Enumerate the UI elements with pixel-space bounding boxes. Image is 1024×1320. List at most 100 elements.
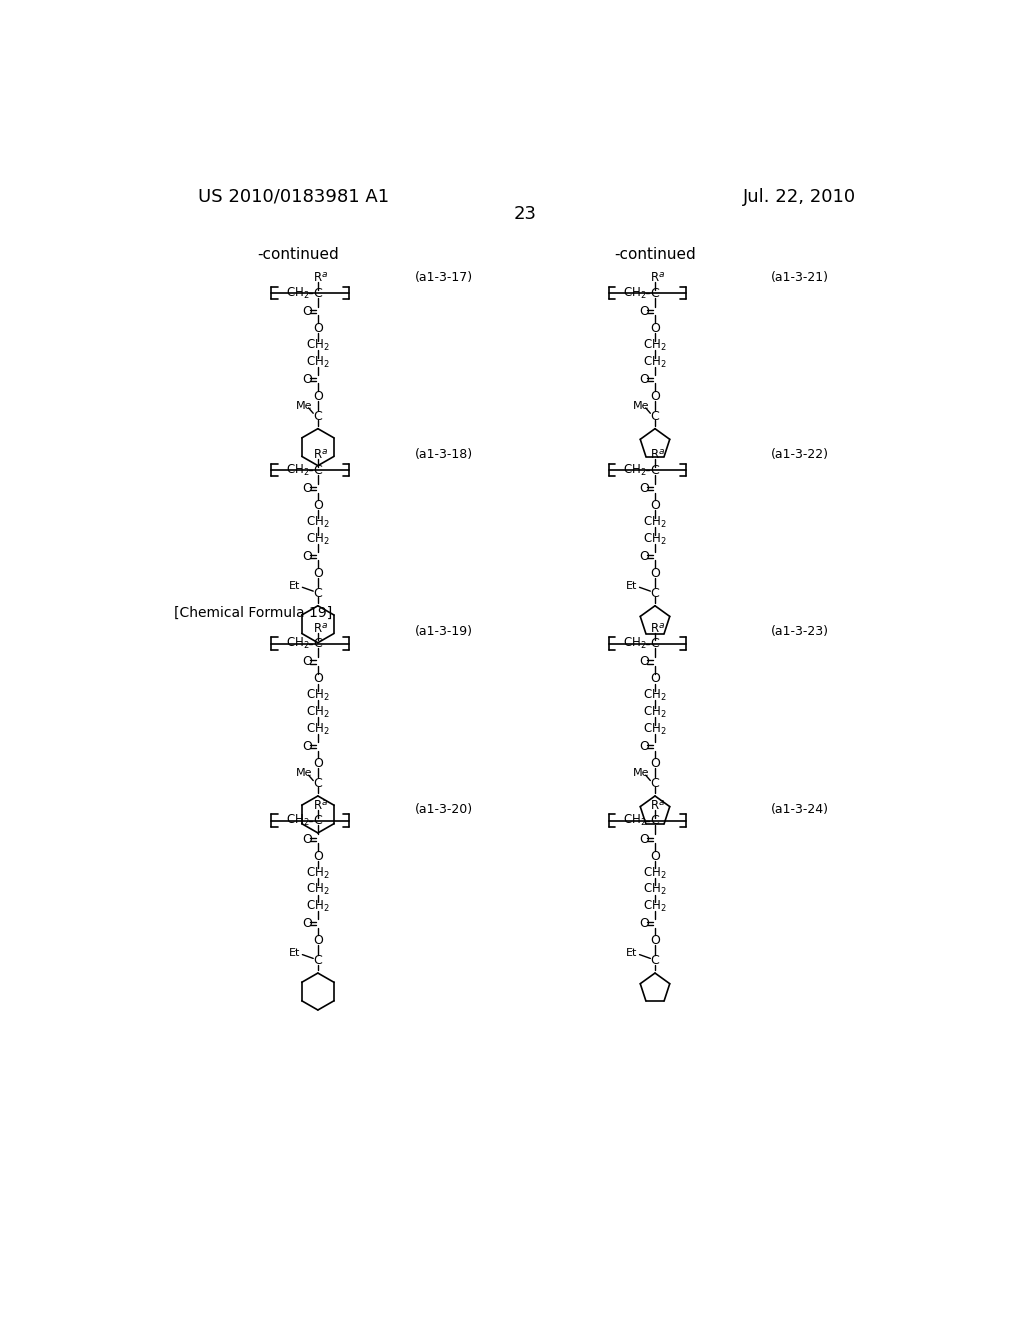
Text: CH$_2$: CH$_2$ — [306, 866, 330, 880]
Text: -continued: -continued — [258, 247, 339, 263]
Text: O: O — [302, 305, 312, 318]
Text: a: a — [322, 271, 327, 279]
Text: C: C — [313, 409, 323, 422]
Text: R: R — [313, 622, 322, 635]
Text: CH$_2$: CH$_2$ — [643, 338, 667, 352]
Text: O: O — [650, 499, 659, 512]
Text: O: O — [639, 482, 649, 495]
Text: CH$_2$: CH$_2$ — [286, 636, 309, 651]
Text: CH$_2$: CH$_2$ — [306, 515, 330, 531]
Text: CH$_2$: CH$_2$ — [286, 813, 309, 828]
Text: CH$_2$: CH$_2$ — [643, 705, 667, 721]
Text: [Chemical Formula 19]: [Chemical Formula 19] — [174, 606, 333, 619]
Text: O: O — [650, 672, 659, 685]
Text: O: O — [313, 935, 323, 948]
Text: CH$_2$: CH$_2$ — [643, 882, 667, 898]
Text: O: O — [639, 550, 649, 564]
Text: (a1-3-18): (a1-3-18) — [415, 449, 473, 462]
Text: O: O — [302, 741, 312, 754]
Text: O: O — [302, 372, 312, 385]
Text: Et: Et — [289, 948, 300, 958]
Text: CH$_2$: CH$_2$ — [643, 515, 667, 531]
Text: O: O — [302, 656, 312, 668]
Text: O: O — [313, 499, 323, 512]
Text: CH$_2$: CH$_2$ — [306, 882, 330, 898]
Text: CH$_2$: CH$_2$ — [286, 463, 309, 478]
Text: (a1-3-17): (a1-3-17) — [415, 271, 473, 284]
Text: O: O — [639, 656, 649, 668]
Text: CH$_2$: CH$_2$ — [643, 722, 667, 738]
Text: a: a — [322, 797, 327, 807]
Text: CH$_2$: CH$_2$ — [623, 463, 646, 478]
Text: (a1-3-21): (a1-3-21) — [771, 271, 829, 284]
Text: CH$_2$: CH$_2$ — [643, 866, 667, 880]
Text: CH$_2$: CH$_2$ — [643, 355, 667, 370]
Text: O: O — [639, 372, 649, 385]
Text: CH$_2$: CH$_2$ — [306, 355, 330, 370]
Text: a: a — [322, 447, 327, 457]
Text: C: C — [650, 954, 659, 968]
Text: (a1-3-22): (a1-3-22) — [771, 449, 829, 462]
Text: O: O — [650, 850, 659, 862]
Text: Et: Et — [626, 581, 637, 591]
Text: C: C — [313, 286, 323, 300]
Text: O: O — [650, 389, 659, 403]
Text: CH$_2$: CH$_2$ — [643, 532, 667, 546]
Text: O: O — [302, 833, 312, 846]
Text: Et: Et — [289, 581, 300, 591]
Text: C: C — [313, 587, 323, 601]
Text: O: O — [302, 917, 312, 931]
Text: R: R — [313, 271, 322, 284]
Text: C: C — [650, 286, 659, 300]
Text: O: O — [313, 322, 323, 335]
Text: R: R — [651, 622, 659, 635]
Text: Jul. 22, 2010: Jul. 22, 2010 — [743, 187, 856, 206]
Text: O: O — [313, 389, 323, 403]
Text: a: a — [322, 620, 327, 630]
Text: C: C — [650, 814, 659, 828]
Text: O: O — [650, 935, 659, 948]
Text: (a1-3-20): (a1-3-20) — [415, 803, 473, 816]
Text: O: O — [650, 322, 659, 335]
Text: R: R — [651, 449, 659, 462]
Text: R: R — [651, 799, 659, 812]
Text: (a1-3-19): (a1-3-19) — [415, 626, 473, 639]
Text: O: O — [313, 850, 323, 862]
Text: C: C — [313, 777, 323, 791]
Text: US 2010/0183981 A1: US 2010/0183981 A1 — [198, 187, 389, 206]
Text: O: O — [639, 305, 649, 318]
Text: Me: Me — [296, 400, 312, 411]
Text: C: C — [313, 463, 323, 477]
Text: CH$_2$: CH$_2$ — [623, 285, 646, 301]
Text: CH$_2$: CH$_2$ — [643, 899, 667, 915]
Text: CH$_2$: CH$_2$ — [643, 688, 667, 704]
Text: -continued: -continued — [614, 247, 696, 263]
Text: R: R — [313, 799, 322, 812]
Text: O: O — [302, 482, 312, 495]
Text: C: C — [650, 409, 659, 422]
Text: O: O — [639, 741, 649, 754]
Text: Et: Et — [626, 948, 637, 958]
Text: CH$_2$: CH$_2$ — [306, 899, 330, 915]
Text: a: a — [658, 447, 664, 457]
Text: CH$_2$: CH$_2$ — [306, 722, 330, 738]
Text: C: C — [650, 587, 659, 601]
Text: CH$_2$: CH$_2$ — [623, 636, 646, 651]
Text: CH$_2$: CH$_2$ — [306, 532, 330, 546]
Text: Me: Me — [296, 768, 312, 777]
Text: CH$_2$: CH$_2$ — [306, 688, 330, 704]
Text: CH$_2$: CH$_2$ — [623, 813, 646, 828]
Text: Me: Me — [633, 400, 649, 411]
Text: O: O — [650, 566, 659, 579]
Text: a: a — [658, 271, 664, 279]
Text: O: O — [650, 758, 659, 770]
Text: R: R — [313, 449, 322, 462]
Text: CH$_2$: CH$_2$ — [306, 338, 330, 352]
Text: (a1-3-24): (a1-3-24) — [771, 803, 829, 816]
Text: C: C — [313, 814, 323, 828]
Text: C: C — [313, 954, 323, 968]
Text: O: O — [302, 550, 312, 564]
Text: O: O — [313, 672, 323, 685]
Text: Me: Me — [633, 768, 649, 777]
Text: C: C — [650, 777, 659, 791]
